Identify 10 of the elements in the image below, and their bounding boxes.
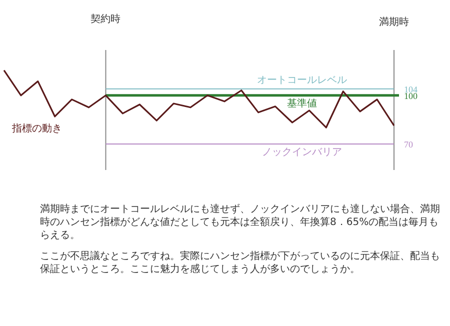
ref-line-label: ノックインバリア <box>262 147 342 158</box>
series-label: 指標の動き <box>11 122 62 135</box>
x-tick-label: 満期時 <box>379 16 409 28</box>
text: ここが不思議なところですね。実際にハンセン指標が下がっているのに元本保証、配当も保証というところ。ここに魅力を感じてしまう人が多いのでしょうか。 <box>40 250 440 276</box>
x-tick-label: 契約時 <box>90 13 121 25</box>
ref-line-label: オートコールレベル <box>256 74 347 86</box>
text: 満期時までにオートコールレベルにも達せず、ノックインバリアにも達しない場合、満期時のハンセン指標がどんな値だとしても元本は全額戻り、年換算8．65%の配当は毎月もらえる。 <box>40 203 440 242</box>
y-tick-label: 70 <box>404 140 414 150</box>
y-tick-label: 104 <box>404 84 418 94</box>
ref-line-label: 基準値 <box>286 97 317 110</box>
